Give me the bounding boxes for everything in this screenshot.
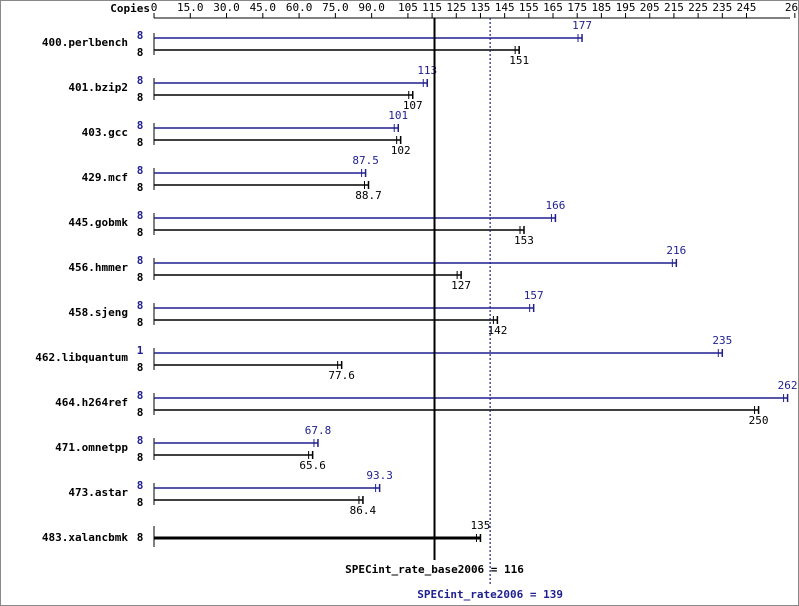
x-tick-label: 15.0 <box>177 1 204 14</box>
copies-label: 8 <box>137 406 144 419</box>
copies-label: 8 <box>137 434 144 447</box>
value-label: 87.5 <box>352 154 379 167</box>
x-tick-label: 45.0 <box>250 1 277 14</box>
x-tick-label: 90.0 <box>358 1 385 14</box>
value-label: 142 <box>487 324 507 337</box>
category-label: 464.h264ref <box>55 396 128 409</box>
x-tick-label: 105 <box>398 1 418 14</box>
value-label: 86.4 <box>350 504 377 517</box>
x-axis-label: Copies <box>110 2 150 15</box>
category-label: 458.sjeng <box>68 306 128 319</box>
copies-label: 8 <box>137 91 144 104</box>
category-label: 429.mcf <box>82 171 128 184</box>
value-label: 88.7 <box>355 189 382 202</box>
category-label: 400.perlbench <box>42 36 128 49</box>
copies-label: 8 <box>137 389 144 402</box>
copies-label: 8 <box>137 531 144 544</box>
value-label: 102 <box>391 144 411 157</box>
category-label: 462.libquantum <box>35 351 128 364</box>
category-label: 456.hmmer <box>68 261 128 274</box>
copies-label: 1 <box>137 344 144 357</box>
x-tick-label: 215 <box>664 1 684 14</box>
x-tick-label: 75.0 <box>322 1 349 14</box>
value-label: 262 <box>778 379 798 392</box>
reference-label: SPECint_rate2006 = 139 <box>417 588 563 601</box>
x-tick-label: 0 <box>151 1 158 14</box>
copies-label: 8 <box>137 164 144 177</box>
copies-label: 8 <box>137 451 144 464</box>
category-label: 445.gobmk <box>68 216 128 229</box>
reference-label: SPECint_rate_base2006 = 116 <box>345 563 524 576</box>
copies-label: 8 <box>137 119 144 132</box>
value-label: 166 <box>545 199 565 212</box>
value-label: 216 <box>666 244 686 257</box>
x-tick-label: 245 <box>737 1 757 14</box>
value-label: 153 <box>514 234 534 247</box>
value-label: 135 <box>471 519 491 532</box>
copies-label: 8 <box>137 46 144 59</box>
category-label: 483.xalancbmk <box>42 531 128 544</box>
value-label: 250 <box>749 414 769 427</box>
value-label: 107 <box>403 99 423 112</box>
copies-label: 8 <box>137 136 144 149</box>
copies-label: 8 <box>137 479 144 492</box>
copies-label: 8 <box>137 181 144 194</box>
x-tick-label: 195 <box>616 1 636 14</box>
category-label: 473.astar <box>68 486 128 499</box>
x-tick-label: 185 <box>591 1 611 14</box>
value-label: 177 <box>572 19 592 32</box>
value-label: 77.6 <box>328 369 355 382</box>
x-tick-label: 145 <box>495 1 515 14</box>
value-label: 65.6 <box>299 459 326 472</box>
x-tick-label: 115 <box>422 1 442 14</box>
copies-label: 8 <box>137 496 144 509</box>
copies-label: 8 <box>137 254 144 267</box>
copies-label: 8 <box>137 361 144 374</box>
category-label: 471.omnetpp <box>55 441 128 454</box>
copies-label: 8 <box>137 271 144 284</box>
x-tick-label: 235 <box>712 1 732 14</box>
x-tick-label: 30.0 <box>213 1 240 14</box>
x-tick-label: 175 <box>567 1 587 14</box>
x-tick-label: 205 <box>640 1 660 14</box>
value-label: 93.3 <box>366 469 393 482</box>
x-tick-label: 155 <box>519 1 539 14</box>
value-label: 127 <box>451 279 471 292</box>
value-label: 101 <box>388 109 408 122</box>
category-label: 403.gcc <box>82 126 128 139</box>
value-label: 235 <box>712 334 732 347</box>
x-tick-label: 125 <box>446 1 466 14</box>
x-tick-label: 225 <box>688 1 708 14</box>
copies-label: 8 <box>137 209 144 222</box>
category-label: 401.bzip2 <box>68 81 128 94</box>
value-label: 157 <box>524 289 544 302</box>
copies-label: 8 <box>137 29 144 42</box>
value-label: 151 <box>509 54 529 67</box>
copies-label: 8 <box>137 74 144 87</box>
x-tick-label: 135 <box>471 1 491 14</box>
value-label: 113 <box>417 64 437 77</box>
copies-label: 8 <box>137 226 144 239</box>
copies-label: 8 <box>137 299 144 312</box>
x-tick-label: 60.0 <box>286 1 313 14</box>
x-tick-label: 265 <box>785 1 799 14</box>
x-tick-label: 165 <box>543 1 563 14</box>
copies-label: 8 <box>137 316 144 329</box>
value-label: 67.8 <box>305 424 332 437</box>
